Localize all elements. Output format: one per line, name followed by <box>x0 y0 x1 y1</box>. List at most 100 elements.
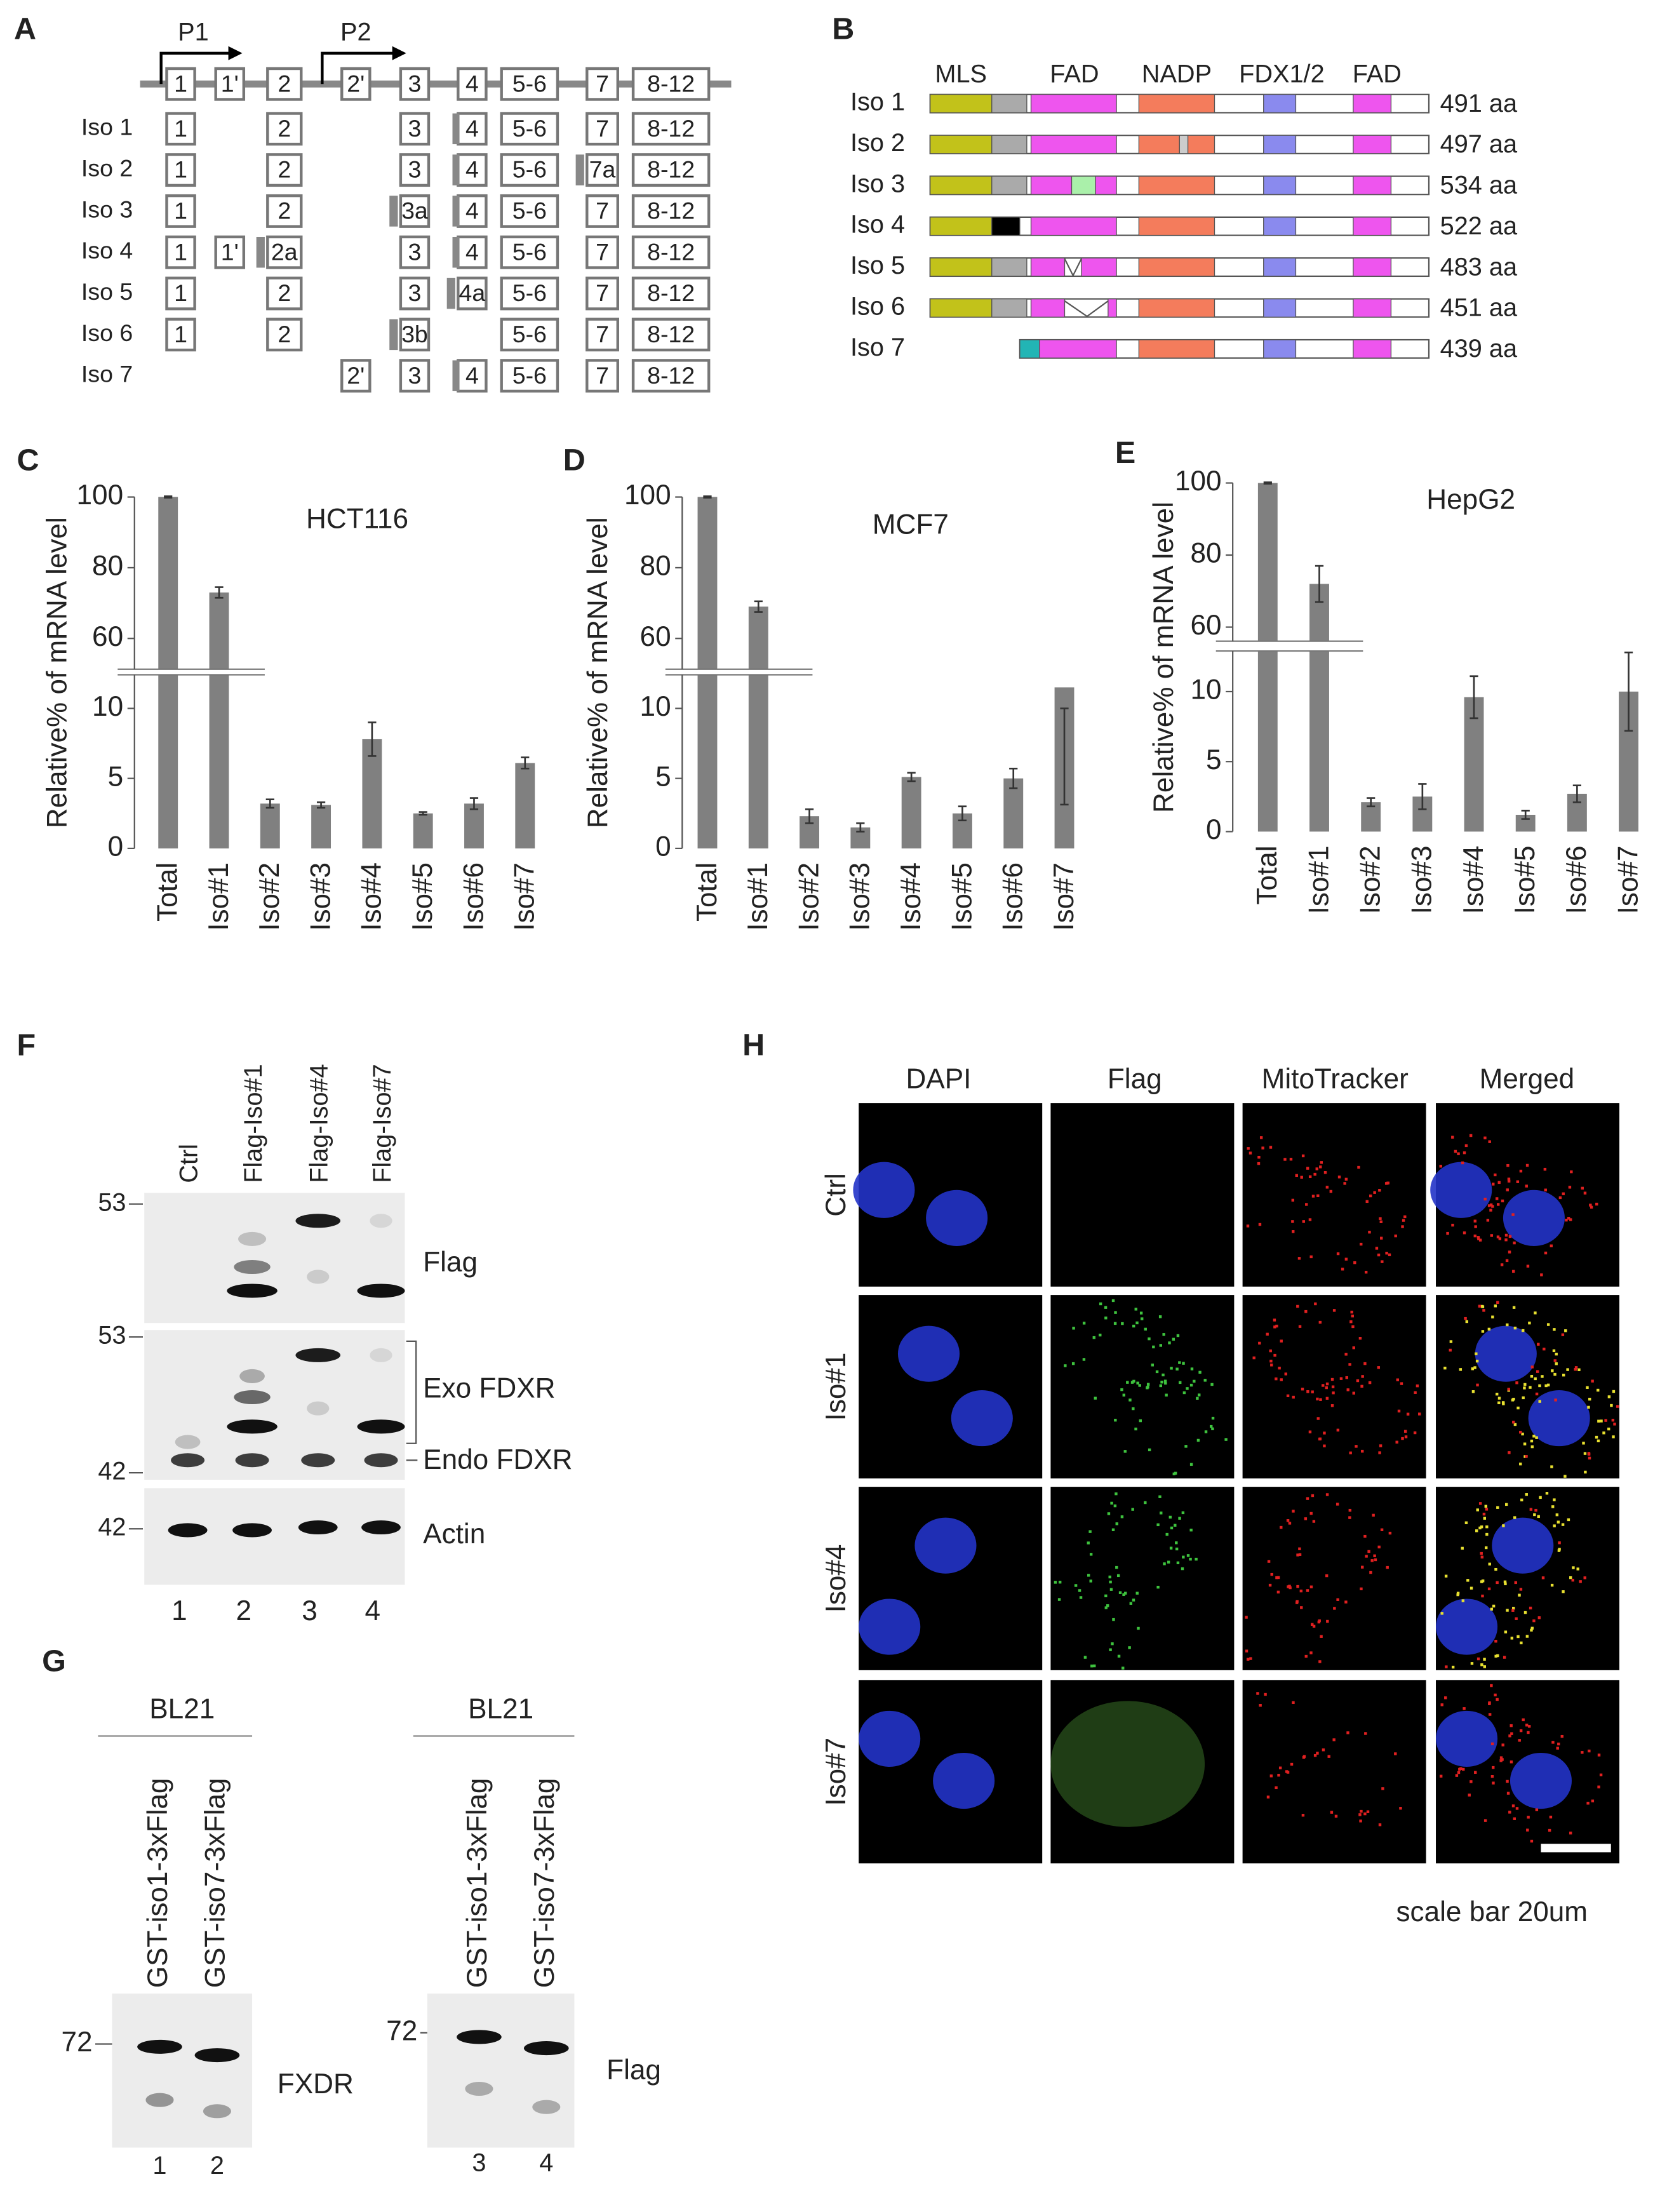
speckle <box>1444 1574 1448 1578</box>
blot <box>144 1193 405 1324</box>
exon-box <box>631 194 711 228</box>
speckle <box>1319 1165 1322 1169</box>
speckle <box>1181 1567 1184 1571</box>
domain <box>1263 175 1297 195</box>
speckle <box>1414 1391 1417 1394</box>
speckle <box>1160 1512 1163 1515</box>
speckle <box>1358 1813 1362 1816</box>
speckle <box>1545 1492 1549 1495</box>
speckle <box>1309 1512 1313 1515</box>
exon-box <box>399 318 431 352</box>
speckle <box>1280 1378 1283 1381</box>
x-tick-label: Iso#4 <box>1458 845 1489 914</box>
exon-box <box>399 276 431 311</box>
bar <box>464 803 484 848</box>
speckle <box>1249 1657 1252 1660</box>
speckle <box>1586 1386 1589 1390</box>
domain <box>1263 257 1297 277</box>
speckle <box>1245 1616 1248 1619</box>
speckle <box>1114 1311 1117 1314</box>
exon-label: 3 <box>408 70 422 97</box>
arrow-head <box>228 46 243 60</box>
speckle <box>1588 1749 1591 1753</box>
speckle <box>1403 1430 1407 1433</box>
speckle <box>1352 1391 1355 1395</box>
domain-label: FAD <box>1050 60 1099 88</box>
x-tick-label: Iso#5 <box>407 862 438 931</box>
speckle <box>1497 1401 1501 1405</box>
speckle <box>1078 1589 1081 1592</box>
speckle <box>1224 1438 1228 1441</box>
speckle <box>1132 1324 1135 1328</box>
bar <box>901 777 921 848</box>
exon-box <box>165 194 196 228</box>
domain <box>1138 257 1215 277</box>
speckle <box>1258 1223 1262 1226</box>
micrograph <box>1050 1295 1235 1478</box>
speckle <box>1510 1760 1513 1764</box>
speckle <box>1124 1592 1127 1595</box>
speckle <box>1311 1195 1315 1198</box>
speckle <box>1257 1155 1261 1159</box>
speckle <box>1482 1512 1486 1516</box>
speckle <box>1162 1373 1165 1377</box>
speckle <box>1492 1604 1496 1608</box>
exon-box <box>399 235 431 269</box>
speckle <box>1210 1383 1214 1386</box>
blot-label: Flag <box>423 1247 478 1278</box>
speckle <box>1336 1503 1339 1506</box>
exon-label: 7 <box>596 198 609 224</box>
speckle <box>1527 1725 1531 1728</box>
speckle <box>1486 1219 1490 1222</box>
band <box>227 1419 278 1434</box>
speckle <box>1525 1635 1529 1638</box>
speckle <box>1163 1379 1167 1383</box>
domain <box>1138 217 1215 236</box>
speckle <box>1182 1391 1186 1395</box>
speckle <box>1481 1330 1485 1333</box>
speckle <box>1089 1579 1092 1583</box>
speckle <box>1488 1713 1492 1716</box>
speckle <box>1504 1582 1507 1586</box>
band <box>137 2039 182 2054</box>
speckle <box>1278 1366 1281 1370</box>
variant-mark <box>256 236 265 268</box>
speckle <box>1326 1619 1329 1623</box>
nucleus <box>926 1190 988 1246</box>
speckle <box>1476 1508 1479 1512</box>
error-bar <box>1624 651 1633 732</box>
domain <box>1030 94 1117 114</box>
speckle <box>1469 1134 1473 1137</box>
speckle <box>1444 1696 1447 1699</box>
micrograph <box>1430 1103 1619 1287</box>
speckle <box>1443 1366 1447 1370</box>
speckle <box>1309 1255 1313 1259</box>
exon-box <box>500 318 559 352</box>
speckle <box>1496 1392 1499 1396</box>
speckle <box>1487 1327 1491 1331</box>
exon-label: 7 <box>596 279 609 306</box>
speckle <box>1107 1512 1111 1515</box>
speckle <box>1537 1616 1541 1619</box>
speckle <box>1289 1158 1293 1161</box>
speckle <box>1492 1781 1495 1785</box>
y-tick-label: 100 <box>1175 466 1222 497</box>
error-bar <box>754 600 763 613</box>
speckle <box>1507 1179 1511 1183</box>
band <box>307 1270 330 1284</box>
exon-label: 8-12 <box>647 115 695 142</box>
speckle <box>1534 1311 1537 1315</box>
speckle <box>1359 1820 1362 1823</box>
exon-box <box>165 276 196 311</box>
micrograph <box>1242 1487 1426 1670</box>
speckle <box>1466 1579 1470 1582</box>
speckle <box>1156 1523 1160 1527</box>
speckle <box>1523 1386 1526 1390</box>
exon-box <box>214 67 246 101</box>
exon-box <box>631 153 711 187</box>
speckle <box>1446 1231 1449 1235</box>
x-tick-label: Iso#2 <box>1355 845 1386 914</box>
speckle <box>1333 1607 1336 1610</box>
nucleus <box>1436 1599 1498 1655</box>
blot-label: Endo FDXR <box>423 1444 572 1475</box>
